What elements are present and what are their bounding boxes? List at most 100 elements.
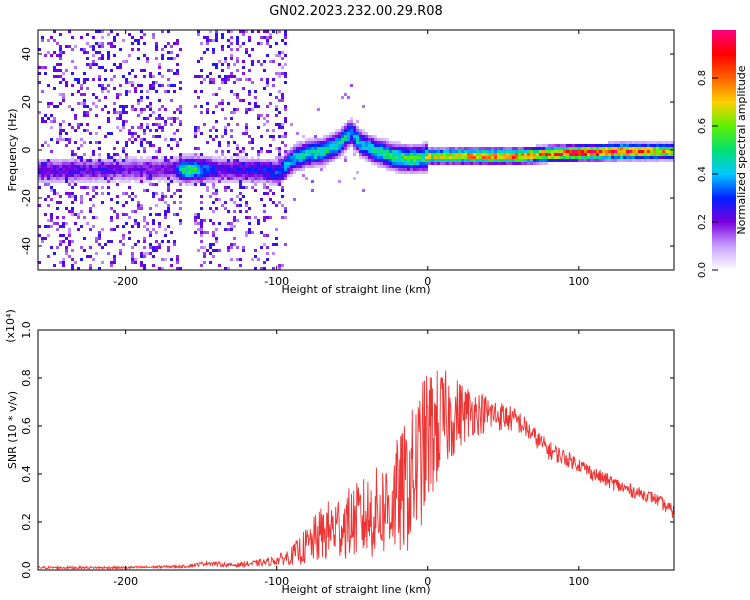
heatmap-cell [44,198,47,201]
heatmap-cell [131,84,134,87]
heatmap-cell [428,147,431,150]
heatmap-cell [167,117,170,120]
heatmap-cell [137,42,140,45]
heatmap-cell [395,141,398,144]
heatmap-cell [245,204,248,207]
heatmap-cell [365,147,368,150]
heatmap-cell [176,174,179,177]
heatmap-cell [308,159,311,162]
heatmap-cell [419,162,422,165]
heatmap-cell [434,150,437,153]
heatmap-cell [290,162,293,165]
heatmap-cell [191,180,194,183]
heatmap-cell [158,108,161,111]
heatmap-cell [344,141,347,144]
heatmap-cell [338,135,341,138]
heatmap-cell [179,81,182,84]
heatmap-cell [515,147,518,150]
heatmap-cell [632,150,635,153]
heatmap-cell [149,171,152,174]
heatmap-cell [464,162,467,165]
heatmap-cell [530,162,533,165]
heatmap-cell [182,168,185,171]
heatmap-cell [272,138,275,141]
heatmap-cell [80,165,83,168]
heatmap-cell [113,162,116,165]
heatmap-cell [140,123,143,126]
heatmap-cell [233,108,236,111]
heatmap-cell [410,147,413,150]
heatmap-cell [143,216,146,219]
heatmap-cell [203,156,206,159]
heatmap-cell [284,144,287,147]
heatmap-cell [515,159,518,162]
heatmap-cell [416,150,419,153]
heatmap-cell [227,162,230,165]
heatmap-cell [254,216,257,219]
heatmap-cell [89,255,92,258]
heatmap-cell [626,153,629,156]
heatmap-cell [413,159,416,162]
heatmap-cell [257,180,260,183]
heatmap-cell [236,177,239,180]
heatmap-cell [146,96,149,99]
heatmap-cell [74,195,77,198]
heatmap-cell [269,189,272,192]
heatmap-cell [266,216,269,219]
heatmap-cell [137,126,140,129]
heatmap-cell [353,126,356,129]
heatmap-cell [527,147,530,150]
heatmap-cell [488,162,491,165]
heatmap-cell [395,162,398,165]
heatmap-cell [104,96,107,99]
heatmap-cell [284,153,287,156]
heatmap-cell [152,255,155,258]
heatmap-cell [257,117,260,120]
heatmap-cell [59,225,62,228]
heatmap-cell [266,105,269,108]
heatmap-cell [662,156,665,159]
heatmap-cell [143,33,146,36]
heatmap-cell [59,33,62,36]
heatmap-cell [119,171,122,174]
heatmap-cell [305,159,308,162]
heatmap-cell [326,159,329,162]
heatmap-cell [533,159,536,162]
heatmap-cell [74,162,77,165]
heatmap-cell [167,165,170,168]
heatmap-cell [476,150,479,153]
heatmap-cell [419,168,422,171]
heatmap-cell [209,39,212,42]
heatmap-cell [182,171,185,174]
heatmap-cell [551,144,554,147]
heatmap-cell [146,126,149,129]
heatmap-cell [122,123,125,126]
heatmap-cell [425,141,428,144]
heatmap-cell [257,219,260,222]
heatmap-cell [113,147,116,150]
heatmap-cell [41,120,44,123]
heatmap-cell [395,156,398,159]
heatmap-cell [131,225,134,228]
heatmap-cell [170,162,173,165]
heatmap-cell [137,150,140,153]
heatmap-cell [377,138,380,141]
heatmap-cell [53,87,56,90]
heatmap-cell [44,174,47,177]
heatmap-cell [113,75,116,78]
heatmap-cell [260,150,263,153]
heatmap-cell [83,237,86,240]
heatmap-cell [146,171,149,174]
heatmap-cell [101,180,104,183]
heatmap-cell [272,180,275,183]
heatmap-cell [479,156,482,159]
heatmap-cell [266,129,269,132]
heatmap-cell [152,111,155,114]
heatmap-cell [140,30,143,33]
heatmap-cell [41,180,44,183]
heatmap-cell [194,177,197,180]
heatmap-cell [125,93,128,96]
heatmap-cell [47,171,50,174]
heatmap-cell [161,30,164,33]
heatmap-cell [518,153,521,156]
